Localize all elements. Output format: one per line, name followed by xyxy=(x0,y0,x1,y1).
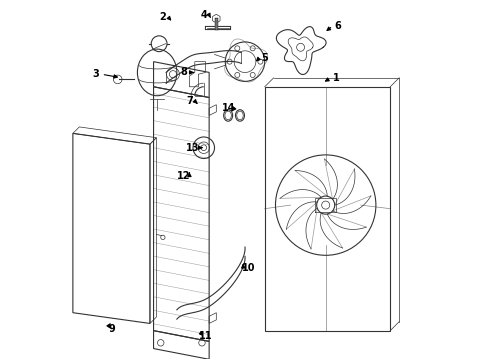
Text: 13: 13 xyxy=(186,143,200,153)
Text: 5: 5 xyxy=(261,53,268,63)
Text: 4: 4 xyxy=(200,10,207,20)
Text: 6: 6 xyxy=(335,21,342,31)
Text: 1: 1 xyxy=(333,73,340,83)
Text: 14: 14 xyxy=(222,103,236,113)
Text: 7: 7 xyxy=(186,96,193,106)
Text: 12: 12 xyxy=(177,171,191,181)
Text: 8: 8 xyxy=(181,67,188,77)
Text: 9: 9 xyxy=(109,324,116,334)
Text: 3: 3 xyxy=(93,69,99,79)
Text: 2: 2 xyxy=(159,12,166,22)
Text: 11: 11 xyxy=(199,331,212,341)
Text: 10: 10 xyxy=(242,263,255,273)
